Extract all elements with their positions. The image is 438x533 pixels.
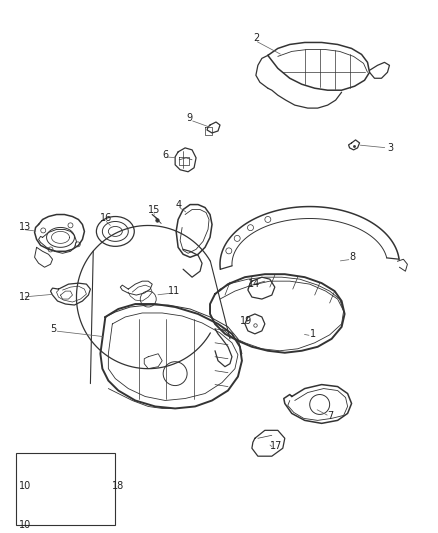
Text: 16: 16 [100, 213, 113, 222]
Text: 15: 15 [148, 205, 161, 215]
Text: 14: 14 [248, 279, 260, 289]
Text: 6: 6 [162, 150, 168, 160]
Text: 1: 1 [310, 329, 316, 339]
Text: 13: 13 [19, 222, 31, 232]
Text: 12: 12 [19, 292, 31, 302]
Text: 9: 9 [186, 113, 192, 123]
Text: 5: 5 [50, 324, 57, 334]
Text: 19: 19 [240, 316, 252, 326]
Text: 3: 3 [388, 143, 394, 153]
Text: 18: 18 [112, 481, 124, 491]
Text: 8: 8 [350, 252, 356, 262]
Text: 17: 17 [270, 441, 282, 451]
Text: 2: 2 [253, 34, 259, 44]
Text: 7: 7 [328, 411, 334, 422]
Text: 11: 11 [168, 286, 180, 296]
Text: 4: 4 [175, 199, 181, 209]
Text: 10: 10 [19, 481, 31, 491]
Text: 10: 10 [19, 520, 31, 530]
FancyBboxPatch shape [16, 453, 115, 525]
